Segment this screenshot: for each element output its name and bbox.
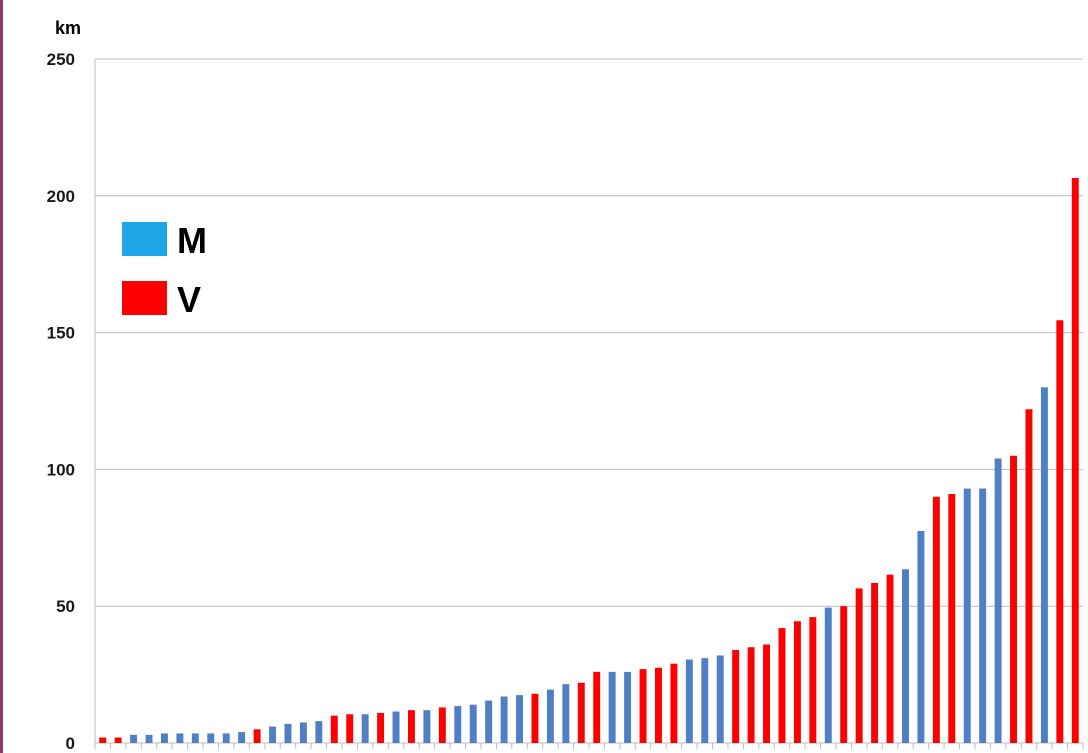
y-tick-label-250: 250 [47,50,75,69]
bar-44-V [763,644,771,743]
bar-31-M [562,684,570,743]
bar-6-M [176,733,184,743]
y-tick-label-50: 50 [56,597,75,616]
bar-27-M [500,696,508,743]
legend-label-M: M [177,220,207,261]
bar-41-M [716,655,724,743]
bar-17-V [346,714,354,743]
bar-30-M [546,689,554,743]
bar-20-M [392,711,400,743]
bar-13-M [284,723,292,743]
bar-2-V [114,737,122,743]
legend: MV [122,220,207,320]
legend-swatch-M [122,222,167,256]
bar-47-V [809,617,817,743]
bar-29-V [531,693,539,743]
bar-40-M [701,658,709,743]
bar-46-V [793,621,801,743]
bar-55-V [932,496,940,743]
bar-8-M [207,733,215,743]
bar-48-M [824,607,832,743]
bar-52-V [886,574,894,743]
bar-35-M [624,671,632,743]
bar-28-M [516,695,524,743]
legend-swatch-V [122,281,167,315]
bar-11-V [253,729,261,743]
bar-12-M [269,726,277,743]
bar-23-V [438,707,446,743]
bar-33-V [593,671,601,743]
bar-64-V [1071,178,1079,744]
bars [99,178,1079,744]
y-tick-label-100: 100 [47,460,75,479]
bar-38-V [670,663,678,743]
bar-24-M [454,706,462,743]
bar-34-M [608,671,616,743]
bar-62-M [1040,387,1048,743]
bar-50-V [855,588,863,743]
bar-32-V [577,682,585,743]
y-tick-labels: 0 50 100 150 200 250 [47,50,75,753]
bar-43-V [747,647,755,743]
bar-37-V [654,667,662,743]
bar-54-M [917,530,925,743]
bar-22-M [423,710,431,743]
bar-25-M [469,704,477,743]
bar-59-M [994,458,1002,743]
legend-label-V: V [177,279,201,320]
bar-14-M [299,722,307,743]
bar-36-V [639,669,647,743]
y-tick-label-200: 200 [47,187,75,206]
bar-16-V [330,715,338,743]
bar-61-V [1025,409,1033,743]
bar-7-M [191,733,199,743]
y-tick-label-150: 150 [47,324,75,343]
bar-26-M [485,700,493,743]
bar-1-V [99,737,107,743]
bar-9-M [222,733,230,743]
bar-4-M [145,734,153,743]
bar-56-V [948,494,956,743]
x-tick-marks [94,743,1084,749]
bar-45-V [778,628,786,743]
bar-51-V [871,582,879,743]
bar-15-M [315,721,323,743]
y-axis-unit-label: km [55,18,81,38]
bar-10-M [238,732,246,743]
bar-60-V [1010,455,1018,743]
bar-53-M [901,569,909,743]
bar-5-M [160,733,168,743]
bar-3-M [130,734,138,743]
bar-58-M [979,488,987,743]
bar-chart: km 0 50 100 150 200 250 MV [47,18,1084,753]
bar-18-M [361,714,369,743]
bar-19-V [377,712,385,743]
bar-49-V [840,606,848,743]
y-tick-label-0: 0 [66,734,75,753]
bar-63-V [1056,320,1064,743]
bar-57-M [963,488,971,743]
bar-39-M [685,659,693,743]
bar-21-V [407,710,415,743]
bar-42-V [732,649,740,743]
